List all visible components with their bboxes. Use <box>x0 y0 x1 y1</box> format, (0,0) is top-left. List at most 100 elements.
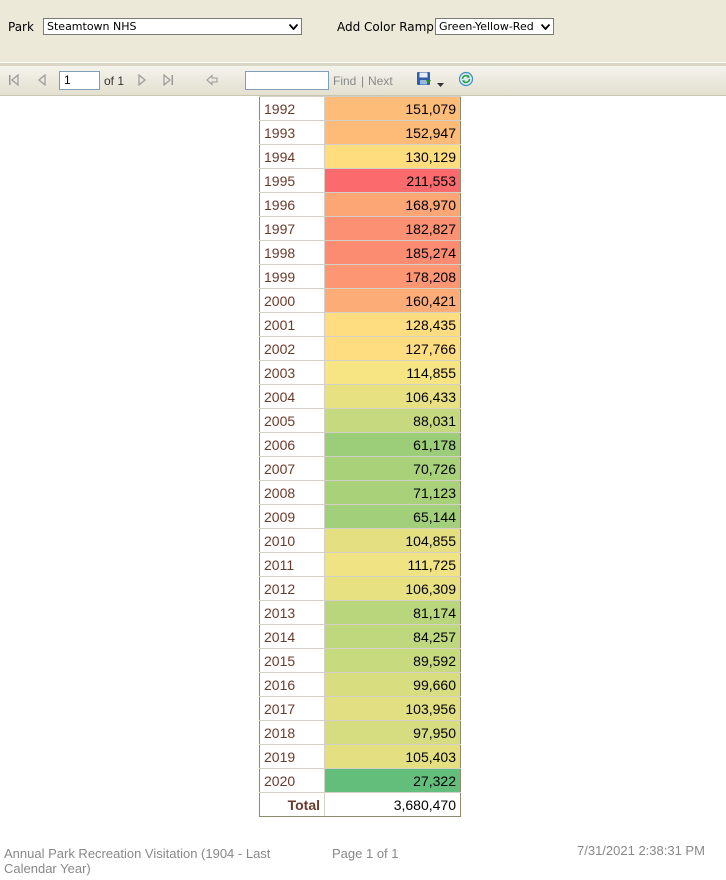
table-row: 1995 211,553 <box>259 168 461 193</box>
year-cell: 2012 <box>259 576 325 601</box>
year-cell: 1992 <box>259 96 325 121</box>
year-cell: 2010 <box>259 528 325 553</box>
table-row: 1997 182,827 <box>259 216 461 241</box>
table-row: 2004 106,433 <box>259 384 461 409</box>
find-next-link[interactable]: Next <box>368 74 393 88</box>
table-row: 1998 185,274 <box>259 240 461 265</box>
table-row: 1994 130,129 <box>259 144 461 169</box>
table-row: 2002 127,766 <box>259 336 461 361</box>
table-row: 2013 81,174 <box>259 600 461 625</box>
year-cell: 2009 <box>259 504 325 529</box>
table-row: 1999 178,208 <box>259 264 461 289</box>
page-info-footer: Page 1 of 1 <box>332 846 399 861</box>
timestamp-footer: 7/31/2021 2:38:31 PM <box>577 843 705 858</box>
refresh-icon[interactable] <box>458 71 474 87</box>
page-number-input[interactable]: 1 <box>59 71 100 90</box>
find-link[interactable]: Find <box>333 74 357 88</box>
back-icon[interactable] <box>206 74 218 86</box>
parameter-bar: Park Steamtown NHS Add Color Ramp Green-… <box>0 0 726 62</box>
visitation-cell: 65,144 <box>324 504 461 529</box>
table-row: 2009 65,144 <box>259 504 461 529</box>
visitation-cell: 211,553 <box>324 168 461 193</box>
year-cell: 1994 <box>259 144 325 169</box>
year-cell: 2001 <box>259 312 325 337</box>
year-cell: 2004 <box>259 384 325 409</box>
color-ramp-select-value: Green-Yellow-Red <box>439 20 534 33</box>
year-cell: 2014 <box>259 624 325 649</box>
visitation-cell: 61,178 <box>324 432 461 457</box>
visitation-cell: 151,079 <box>324 96 461 121</box>
find-separator: | <box>361 74 365 88</box>
table-row: 2005 88,031 <box>259 408 461 433</box>
year-cell: 2005 <box>259 408 325 433</box>
visitation-cell: 27,322 <box>324 768 461 793</box>
table-row: 2003 114,855 <box>259 360 461 385</box>
visitation-cell: 185,274 <box>324 240 461 265</box>
table-row: 2011 111,725 <box>259 552 461 577</box>
visitation-cell: 152,947 <box>324 120 461 145</box>
visitation-cell: 88,031 <box>324 408 461 433</box>
visitation-cell: 130,129 <box>324 144 461 169</box>
year-cell: 2013 <box>259 600 325 625</box>
last-page-icon[interactable] <box>162 73 174 87</box>
first-page-icon[interactable] <box>8 73 20 87</box>
visitation-cell: 89,592 <box>324 648 461 673</box>
visitation-cell: 128,435 <box>324 312 461 337</box>
table-row: 1993 152,947 <box>259 120 461 145</box>
visitation-cell: 106,309 <box>324 576 461 601</box>
year-cell: 1998 <box>259 240 325 265</box>
next-page-icon[interactable] <box>136 73 148 87</box>
report-toolbar: 1 of 1 Find | Next <box>0 66 726 96</box>
year-cell: 2016 <box>259 672 325 697</box>
visitation-cell: 103,956 <box>324 696 461 721</box>
visitation-cell: 84,257 <box>324 624 461 649</box>
year-cell: 2008 <box>259 480 325 505</box>
park-select-value: Steamtown NHS <box>47 20 137 33</box>
year-cell: 2002 <box>259 336 325 361</box>
color-ramp-select[interactable]: Green-Yellow-Red <box>435 18 554 35</box>
year-cell: 2019 <box>259 744 325 769</box>
page-count: of 1 <box>104 74 125 88</box>
table-row: 2012 106,309 <box>259 576 461 601</box>
visitation-cell: 97,950 <box>324 720 461 745</box>
year-cell: 1993 <box>259 120 325 145</box>
table-row: 2008 71,123 <box>259 480 461 505</box>
visitation-cell: 178,208 <box>324 264 461 289</box>
save-disk-icon[interactable] <box>416 71 432 87</box>
total-row: Total 3,680,470 <box>259 792 461 817</box>
visitation-table: 199197,7771992151,0791993152,9471994130,… <box>259 96 461 817</box>
visitation-cell: 160,421 <box>324 288 461 313</box>
report-title-footer: Annual Park Recreation Visitation (1904 … <box>4 846 271 876</box>
total-value: 3,680,470 <box>324 792 461 817</box>
table-row: 2007 70,726 <box>259 456 461 481</box>
table-row: 2020 27,322 <box>259 768 461 793</box>
visitation-cell: 127,766 <box>324 336 461 361</box>
park-label: Park <box>8 20 34 34</box>
chevron-down-icon <box>538 19 553 34</box>
table-row: 2000 160,421 <box>259 288 461 313</box>
year-cell: 2006 <box>259 432 325 457</box>
visitation-cell: 81,174 <box>324 600 461 625</box>
year-cell: 1996 <box>259 192 325 217</box>
year-cell: 2011 <box>259 552 325 577</box>
parameter-divider <box>0 62 726 66</box>
visitation-cell: 168,970 <box>324 192 461 217</box>
table-row: 2006 61,178 <box>259 432 461 457</box>
report-body[interactable]: 199197,7771992151,0791993152,9471994130,… <box>0 96 726 836</box>
visitation-cell: 111,725 <box>324 552 461 577</box>
table-row: 2017 103,956 <box>259 696 461 721</box>
table-row: 2001 128,435 <box>259 312 461 337</box>
year-cell: 2003 <box>259 360 325 385</box>
previous-page-icon[interactable] <box>37 73 49 87</box>
year-cell: 2018 <box>259 720 325 745</box>
visitation-cell: 70,726 <box>324 456 461 481</box>
year-cell: 2000 <box>259 288 325 313</box>
table-row: 2018 97,950 <box>259 720 461 745</box>
total-label: Total <box>259 792 325 817</box>
year-cell: 1999 <box>259 264 325 289</box>
visitation-cell: 105,403 <box>324 744 461 769</box>
visitation-cell: 104,855 <box>324 528 461 553</box>
chevron-down-icon[interactable] <box>437 77 444 87</box>
park-select[interactable]: Steamtown NHS <box>43 18 302 35</box>
find-text-input[interactable] <box>245 71 329 90</box>
